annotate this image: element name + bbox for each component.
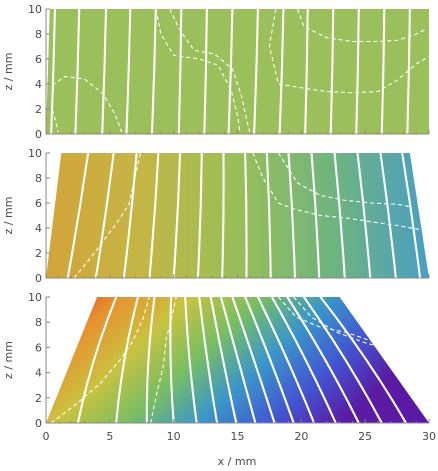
contour-line xyxy=(302,295,383,425)
contour-line xyxy=(101,7,108,136)
contour-line xyxy=(329,7,335,136)
contour-line xyxy=(196,151,203,280)
streamline xyxy=(268,8,430,94)
streamline xyxy=(155,8,241,135)
contour-line xyxy=(244,295,295,425)
contour-line xyxy=(148,151,160,280)
x-tick-label: 25 xyxy=(358,430,372,443)
y-tick-label: 0 xyxy=(35,128,42,141)
contour-line xyxy=(304,7,309,136)
y-tick-label: 2 xyxy=(35,392,42,405)
contour-line xyxy=(209,295,238,425)
contour-line xyxy=(380,7,386,136)
streamline xyxy=(169,8,251,135)
contour-line xyxy=(66,151,90,280)
y-tick-label: 6 xyxy=(35,197,42,210)
x-axis-label: x / mm xyxy=(218,455,257,468)
streamline xyxy=(150,296,177,424)
y-tick-label: 0 xyxy=(35,417,42,430)
contour-line xyxy=(253,7,259,136)
contour-line xyxy=(125,7,132,136)
contour-line xyxy=(355,7,360,136)
y-axis-label: z / mm xyxy=(2,197,15,235)
contour-line xyxy=(379,151,397,280)
contour-line xyxy=(256,295,316,425)
y-tick-label: 4 xyxy=(35,78,42,91)
y-tick-label: 6 xyxy=(35,341,42,354)
y-axis-label: z / mm xyxy=(2,341,15,379)
y-tick-label: 10 xyxy=(28,291,42,304)
contour-line xyxy=(50,7,56,136)
x-tick-label: 30 xyxy=(422,430,436,443)
contour-line xyxy=(76,295,118,425)
y-tick-label: 8 xyxy=(35,316,42,329)
contour-line xyxy=(219,295,257,425)
domain-region xyxy=(46,153,429,278)
contour-line xyxy=(94,151,115,280)
contour-line xyxy=(177,7,183,136)
x-tick-label: 15 xyxy=(231,430,245,443)
panel-3: 0 2 4 6 8 10 0 5 10 15 20 25 30 z / mm xyxy=(2,291,436,443)
contour-line xyxy=(265,151,272,280)
contour-line xyxy=(401,151,422,280)
streamline xyxy=(252,152,419,230)
y-tick-label: 0 xyxy=(35,272,42,285)
x-tick-label: 0 xyxy=(43,430,50,443)
contour-line xyxy=(286,295,360,425)
contour-line xyxy=(221,151,225,280)
contour-line xyxy=(244,151,248,280)
y-tick-label: 2 xyxy=(35,103,42,116)
streamline xyxy=(73,152,142,279)
contour-line xyxy=(184,295,198,425)
contour-line xyxy=(319,295,408,425)
streamline xyxy=(277,152,412,208)
streamline xyxy=(296,8,427,43)
contour-line xyxy=(356,151,372,280)
contour-line xyxy=(145,295,156,425)
y-tick-label: 2 xyxy=(35,247,42,260)
contour-line xyxy=(203,7,208,136)
streamline xyxy=(50,296,150,424)
y-tick-label: 8 xyxy=(35,28,42,41)
y-tick-label: 8 xyxy=(35,172,42,185)
y-tick-label: 6 xyxy=(35,53,42,66)
contour-line xyxy=(122,151,138,280)
contour-line xyxy=(115,295,139,425)
x-tick-label: 10 xyxy=(167,430,181,443)
contour-line xyxy=(333,151,346,280)
contour-line xyxy=(74,7,81,136)
y-tick-label: 10 xyxy=(28,3,42,16)
panel-2: 0 2 4 6 8 10 z / mm xyxy=(2,147,430,285)
contour-line xyxy=(278,7,285,136)
contour-line xyxy=(172,151,182,280)
contour-line xyxy=(150,7,157,136)
contour-line xyxy=(287,151,296,280)
y-tick-label: 10 xyxy=(28,147,42,160)
streamline xyxy=(51,75,124,135)
x-tick-label: 20 xyxy=(294,430,308,443)
contour-line xyxy=(310,151,321,280)
y-axis-label: z / mm xyxy=(2,53,15,91)
contour-line xyxy=(270,295,337,425)
y-tick-label: 4 xyxy=(35,367,42,380)
panel-1: 0 2 4 6 8 10 z / mm xyxy=(2,3,430,141)
x-tick-label: 5 xyxy=(106,430,113,443)
contour-line xyxy=(227,7,234,136)
contour-line xyxy=(406,7,411,136)
streamline xyxy=(293,296,382,348)
y-tick-label: 4 xyxy=(35,222,42,235)
contour-line xyxy=(169,295,175,425)
contour-line xyxy=(198,295,219,425)
contour-line xyxy=(231,295,276,425)
